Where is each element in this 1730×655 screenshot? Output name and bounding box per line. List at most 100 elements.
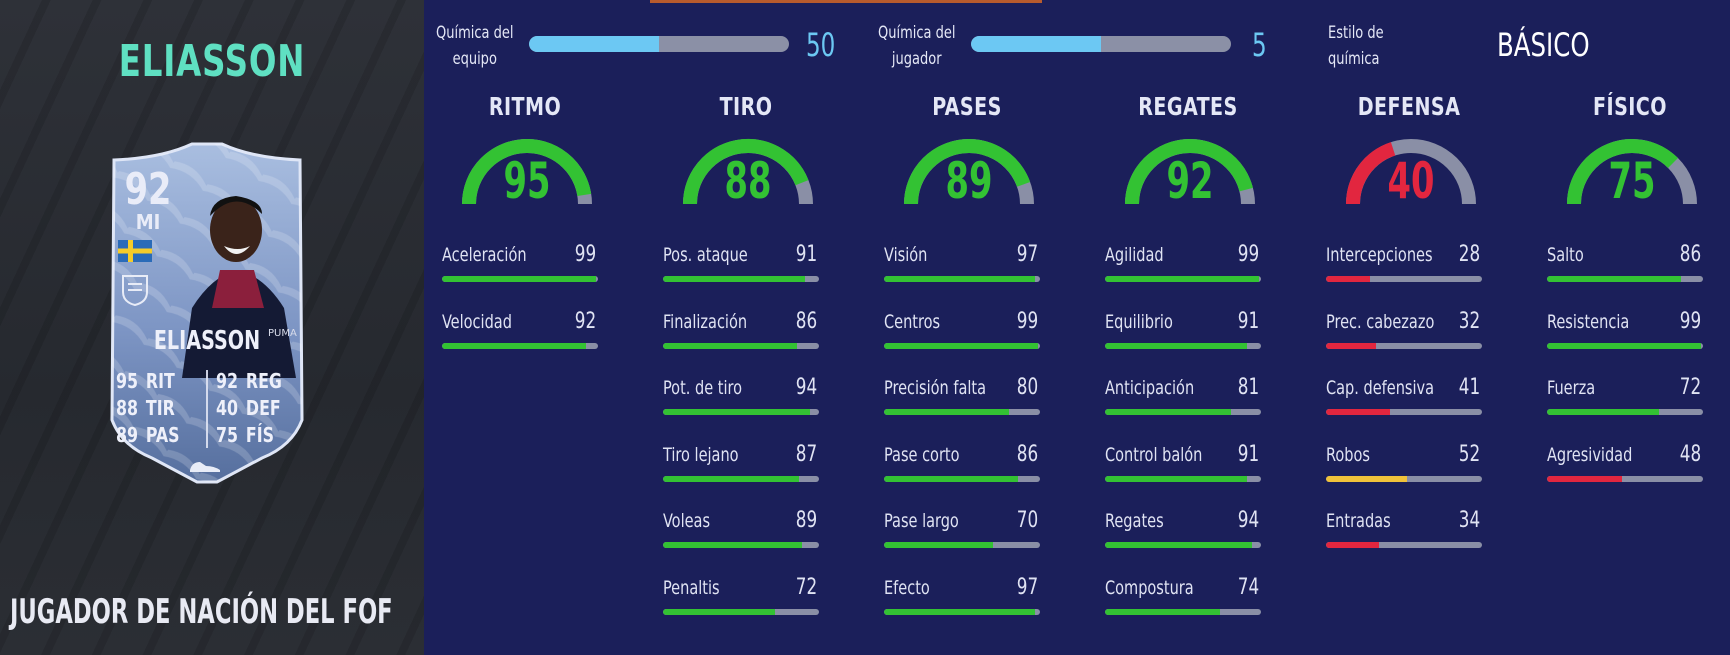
club-badge-icon [122, 275, 148, 306]
stat-row: Agilidad 99 [1105, 242, 1261, 284]
stat-bar-fill [884, 542, 994, 548]
svg-text:PUMA: PUMA [268, 328, 297, 339]
stat-bar [442, 343, 598, 349]
player-chemistry-label-line1: Química del [878, 23, 956, 43]
stat-value: 91 [1237, 309, 1259, 334]
attribute-category-value: 75 [1608, 152, 1656, 210]
stat-row: Fuerza 72 [1547, 375, 1703, 417]
player-card[interactable]: PUMA 92 MI ELIASSON 95 RIT 88 TIR 89 PAS 92… [92, 140, 322, 488]
card-stat-row: 75 FÍS [216, 422, 282, 449]
stat-name: Agresividad [1547, 444, 1633, 466]
stat-bar-fill [663, 276, 805, 282]
stat-bar [1105, 609, 1261, 615]
stat-name: Precisión falta [884, 377, 987, 399]
stat-value: 72 [1679, 375, 1701, 400]
stat-value: 74 [1237, 575, 1259, 600]
stat-bar-fill [884, 276, 1036, 282]
card-position: MI [135, 210, 161, 234]
gauge-fill [1567, 139, 1678, 205]
stat-row: Aceleración 99 [442, 242, 598, 284]
stat-bar-fill [884, 476, 1019, 482]
stat-bar-fill [442, 276, 597, 282]
stat-bar-fill [663, 409, 810, 415]
attribute-category-value: 95 [503, 152, 551, 210]
chemistry-style-value[interactable]: BÁSICO [1497, 26, 1590, 64]
card-stat-row: 92 REG [216, 368, 282, 395]
stat-bar-fill [884, 343, 1039, 349]
team-chemistry-value: 50 [806, 26, 836, 64]
stat-value: 72 [795, 575, 817, 600]
attribute-category-value: 40 [1387, 152, 1435, 210]
gauge-fill [1125, 139, 1253, 205]
stat-bar-fill [1105, 409, 1232, 415]
stat-row: Precisión falta 80 [884, 375, 1040, 417]
team-chemistry-bar [529, 36, 789, 52]
stat-value: 70 [1016, 508, 1038, 533]
stat-bar [1326, 476, 1482, 482]
stat-name: Voleas [663, 510, 711, 532]
stat-row: Pot. de tiro 94 [663, 375, 819, 417]
player-type-subtitle: JUGADOR DE NACIÓN DEL FOF [10, 592, 393, 632]
card-stat-row: 89 PAS [116, 422, 180, 449]
stat-row: Equilibrio 91 [1105, 309, 1261, 351]
stat-name: Centros [884, 311, 941, 333]
stat-bar [884, 409, 1040, 415]
stat-row: Robos 52 [1326, 442, 1482, 484]
stat-value: 94 [1237, 508, 1259, 533]
stat-value: 94 [795, 375, 817, 400]
card-stat-label: REG [245, 369, 282, 393]
stat-bar [1326, 276, 1482, 282]
team-chemistry-label-line1: Química del [436, 23, 514, 43]
player-chemistry-bar [971, 36, 1231, 52]
stat-value: 99 [1237, 242, 1259, 267]
stat-row: Efecto 97 [884, 575, 1040, 617]
stat-value: 32 [1458, 309, 1480, 334]
stat-bar-fill [1105, 542, 1252, 548]
stat-name: Robos [1326, 444, 1370, 466]
gauge-fill [462, 139, 592, 205]
stat-value: 86 [1679, 242, 1701, 267]
stat-bar-fill [663, 343, 798, 349]
team-chemistry-bar-fill [529, 36, 659, 52]
stat-row: Pos. ataque 91 [663, 242, 819, 284]
card-stat-label: FÍS [245, 423, 275, 447]
stat-value: 41 [1458, 375, 1480, 400]
stat-name: Pase corto [884, 444, 960, 466]
stat-bar-fill [663, 476, 799, 482]
stat-name: Entradas [1326, 510, 1391, 532]
team-chemistry-label-line2: equipo [452, 49, 497, 69]
stat-name: Aceleración [442, 244, 527, 266]
card-stats-divider [206, 370, 208, 448]
stat-value: 48 [1679, 442, 1701, 467]
stat-bar-fill [442, 343, 586, 349]
stat-row: Entradas 34 [1326, 508, 1482, 550]
stat-bar-fill [1547, 476, 1622, 482]
stat-row: Prec. cabezazo 32 [1326, 309, 1482, 351]
stat-name: Pot. de tiro [663, 377, 743, 399]
stat-name: Fuerza [1547, 377, 1596, 399]
card-stat-row: 88 TIR [116, 395, 180, 422]
attribute-category-title: REGATES [1138, 92, 1238, 121]
stat-row: Pase corto 86 [884, 442, 1040, 484]
stat-name: Salto [1547, 244, 1584, 266]
stat-bar [884, 542, 1040, 548]
player-photo: PUMA [182, 196, 297, 378]
stat-bar [1105, 409, 1261, 415]
card-player-name: ELIASSON [153, 326, 261, 356]
stat-bar-fill [1326, 276, 1370, 282]
stat-row: Anticipación 81 [1105, 375, 1261, 417]
top-accent-line [650, 0, 1042, 3]
stat-name: Resistencia [1547, 311, 1630, 333]
attribute-category-title: PASES [932, 92, 1002, 121]
stat-bar-fill [1105, 609, 1221, 615]
player-panel: ELIASSON PUMA [0, 0, 424, 655]
stat-name: Equilibrio [1105, 311, 1173, 333]
attribute-category-title: TIRO [719, 92, 773, 121]
stat-name: Control balón [1105, 444, 1203, 466]
stat-row: Resistencia 99 [1547, 309, 1703, 351]
stat-row: Finalización 86 [663, 309, 819, 351]
stat-bar [1105, 276, 1261, 282]
stat-value: 86 [795, 309, 817, 334]
stat-value: 89 [795, 508, 817, 533]
stat-bar-fill [1105, 476, 1247, 482]
